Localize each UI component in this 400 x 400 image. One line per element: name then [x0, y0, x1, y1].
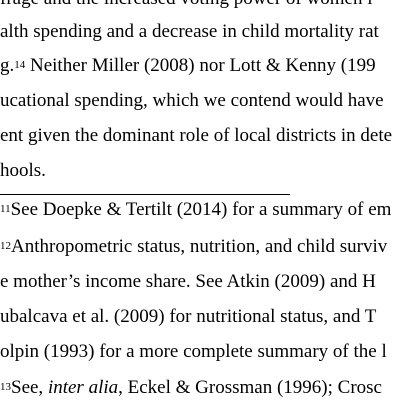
footnote-13: 13See, inter alia, Eckel & Grossman (199…: [0, 377, 382, 399]
footnote-12-line-4-text: olpin (1993) for a more complete summary…: [0, 341, 387, 362]
footnote-12-line-2-text: e mother’s income share. See Atkin (2009…: [0, 271, 376, 292]
footnote-separator: [0, 194, 290, 195]
footnote-12: 12Anthropometric status, nutrition, and …: [0, 236, 387, 258]
body-line-6-text: hools.: [0, 160, 46, 181]
footnote-12-line-3: ubalcava et al. (2009) for nutritional s…: [0, 306, 376, 328]
body-line-1-text: frage and the increased voting power of …: [0, 0, 372, 9]
body-line-5-text: ent given the dominant role of local dis…: [0, 125, 393, 146]
footnote-13-italic: inter alia: [47, 377, 119, 398]
footnote-13-pre: See,: [11, 377, 48, 398]
footnote-number-11: 11: [0, 203, 11, 215]
footnote-12-line-4: olpin (1993) for a more complete summary…: [0, 341, 387, 363]
footnote-11: 11See Doepke & Tertilt (2014) for a summ…: [0, 199, 391, 221]
footnote-13-post: , Eckel & Grossman (1996); Crosc: [118, 377, 382, 398]
body-line-3-post: Neither Miller (2008) nor Lott & Kenny (…: [25, 55, 376, 76]
footnote-number-12: 12: [0, 240, 11, 252]
body-line-1: frage and the increased voting power of …: [0, 0, 372, 10]
body-line-2: alth spending and a decrease in child mo…: [0, 21, 379, 43]
footnote-12-line-3-text: ubalcava et al. (2009) for nutritional s…: [0, 306, 377, 327]
footnote-ref-14[interactable]: 14: [14, 59, 26, 71]
footnote-12-text: Anthropometric status, nutrition, and ch…: [11, 236, 388, 257]
body-line-5: ent given the dominant role of local dis…: [0, 125, 392, 147]
footnote-11-text: See Doepke & Tertilt (2014) for a summar…: [10, 199, 392, 220]
body-line-3-pre: g.: [0, 55, 15, 76]
body-line-3: g.14 Neither Miller (2008) nor Lott & Ke…: [0, 55, 376, 77]
body-line-6: hools.: [0, 160, 46, 182]
footnote-number-13: 13: [0, 381, 11, 393]
body-line-4: ucational spending, which we contend wou…: [0, 90, 384, 112]
footnote-12-line-2: e mother’s income share. See Atkin (2009…: [0, 271, 376, 293]
body-line-2-text: alth spending and a decrease in child mo…: [0, 21, 379, 42]
body-line-4-text: ucational spending, which we contend wou…: [0, 90, 384, 111]
